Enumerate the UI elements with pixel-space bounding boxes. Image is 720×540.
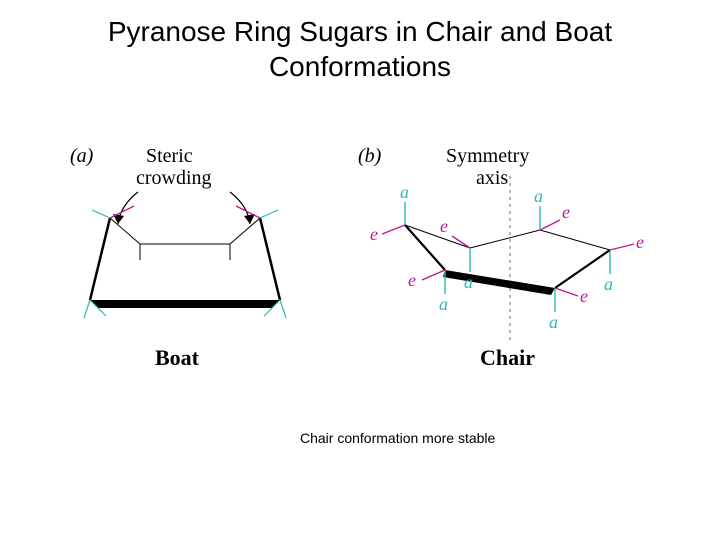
label-e: e [562, 202, 570, 222]
label-a: a [400, 182, 409, 202]
label-a: a [439, 294, 448, 314]
crowding-arrows-icon [113, 192, 255, 224]
label-a: a [534, 186, 543, 206]
label-e: e [440, 216, 448, 236]
title-line-2: Conformations [269, 51, 451, 82]
panel-b-annot1: Symmetry [446, 145, 529, 167]
slide-title: Pyranose Ring Sugars in Chair and Boat C… [0, 14, 720, 84]
panel-a-annot2: crowding [136, 167, 212, 189]
boat-ring-icon [84, 206, 286, 318]
boat-caption: Boat [155, 345, 199, 371]
panel-b-annot2: axis [476, 167, 508, 189]
label-a: a [549, 312, 558, 332]
label-e: e [636, 232, 644, 252]
label-e: e [408, 270, 416, 290]
label-a: a [604, 274, 613, 294]
figure: (a) Steric crowding [60, 140, 660, 400]
panel-a-annot1: Steric [146, 145, 193, 167]
chair-ring-icon: a e a e a e a e a [370, 182, 644, 332]
panel-b-letter: (b) [358, 145, 382, 167]
slide: Pyranose Ring Sugars in Chair and Boat C… [0, 0, 720, 540]
title-line-1: Pyranose Ring Sugars in Chair and Boat [108, 16, 612, 47]
label-e: e [370, 224, 378, 244]
chair-caption: Chair [480, 345, 535, 371]
footnote: Chair conformation more stable [300, 430, 495, 446]
boat-diagram: (a) Steric crowding [60, 140, 350, 380]
chair-diagram: (b) Symmetry axis a [350, 140, 670, 380]
label-a: a [464, 272, 473, 292]
panel-a-letter: (a) [70, 145, 94, 167]
label-e: e [580, 286, 588, 306]
